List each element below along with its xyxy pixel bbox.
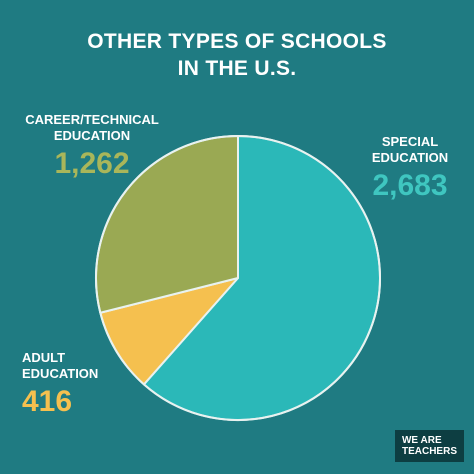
- logo-line1: WE ARE: [401, 435, 442, 446]
- label-special-education-name-2: EDUCATION: [371, 150, 449, 165]
- label-adult-education-value: 416: [22, 385, 73, 418]
- label-special-education-name-1: SPECIAL: [381, 134, 439, 149]
- label-career-technical-name-1: CAREER/TECHNICAL: [25, 112, 159, 127]
- label-career-technical-value: 1,262: [54, 147, 130, 180]
- label-adult-education-name-2: EDUCATION: [22, 366, 99, 381]
- label-adult-education-name-1: ADULT: [22, 350, 66, 365]
- label-special-education: SPECIAL EDUCATION 2,683: [360, 134, 460, 204]
- label-career-technical-name-2: EDUCATION: [53, 128, 131, 143]
- we-are-teachers-logo: WE ARE TEACHERS: [394, 430, 464, 462]
- label-adult-education: ADULT EDUCATION 416: [22, 350, 142, 420]
- pie-slices: [95, 135, 381, 421]
- chart-title-line1: OTHER TYPES OF SCHOOLS: [87, 30, 387, 53]
- chart-title: OTHER TYPES OF SCHOOLS IN THE U.S.: [0, 28, 474, 82]
- chart-title-line2: IN THE U.S.: [177, 57, 297, 80]
- logo-line2: TEACHERS: [401, 446, 457, 457]
- label-special-education-value: 2,683: [372, 169, 448, 202]
- label-career-technical: CAREER/TECHNICAL EDUCATION 1,262: [22, 112, 162, 182]
- pie-outline: [95, 135, 381, 421]
